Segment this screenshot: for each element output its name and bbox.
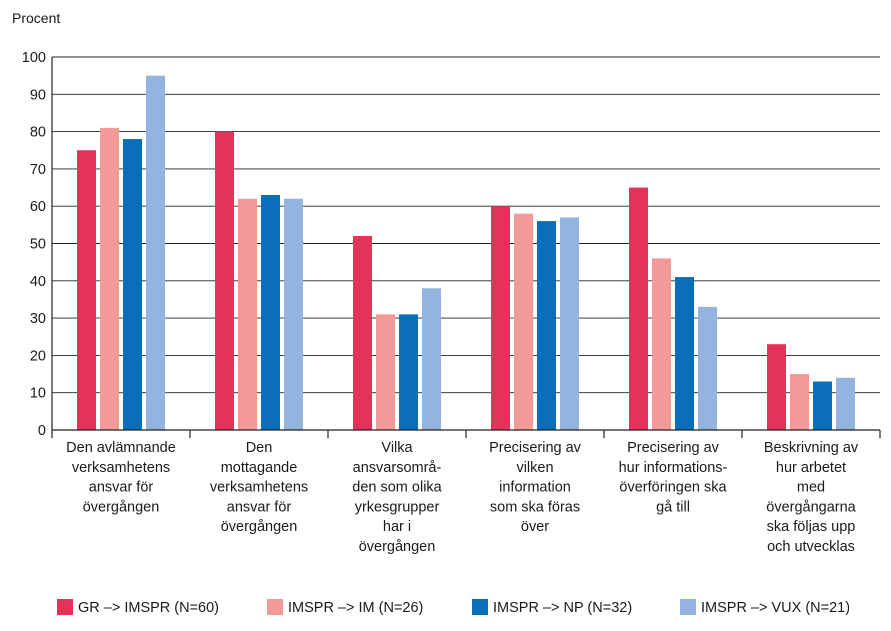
legend-label: GR –> IMSPR (N=60) — [78, 600, 219, 616]
bar — [514, 213, 533, 430]
y-tick-label: 0 — [38, 423, 46, 439]
category-label: Precisering av vilken information som ska f… — [489, 440, 582, 535]
y-tick-label: 50 — [30, 237, 46, 253]
bar — [261, 195, 280, 430]
legend: GR –> IMSPR (N=60) IMSPR –> IM (N=26) IMSP… — [57, 599, 850, 616]
category-labels: Den avlämnande verksamhetens ansvar för öve… — [66, 440, 859, 555]
bar — [353, 236, 372, 430]
bar — [77, 150, 96, 430]
bar — [560, 217, 579, 430]
y-tick-label: 100 — [22, 50, 46, 66]
axes — [51, 57, 881, 438]
bar — [675, 277, 694, 430]
bar — [422, 288, 441, 430]
bar — [284, 198, 303, 430]
bar — [652, 258, 671, 430]
y-tick-label: 10 — [30, 386, 46, 402]
y-tick-label: 20 — [30, 348, 46, 364]
bar — [813, 381, 832, 430]
legend-swatch — [57, 599, 73, 615]
bar — [629, 187, 648, 430]
y-unit-label: Procent — [12, 10, 60, 26]
bar — [238, 198, 257, 430]
legend-label: IMSPR –> IM (N=26) — [288, 600, 423, 616]
legend-swatch — [267, 599, 283, 615]
gridlines — [52, 56, 880, 394]
y-tick-labels: 0 10 20 30 40 50 60 70 80 90 100 — [22, 50, 46, 439]
legend-swatch — [472, 599, 488, 615]
category-label: Den mottagande verksamhetens ansvar för över… — [210, 440, 308, 535]
bar — [215, 131, 234, 430]
legend-swatch — [680, 599, 696, 615]
category-label: Vilka ansvarsområ-den som olika yrkesgrupp… — [352, 440, 442, 555]
bar — [100, 127, 119, 431]
y-tick-label: 60 — [30, 199, 46, 215]
y-tick-label: 40 — [30, 274, 46, 290]
y-tick-label: 90 — [30, 87, 46, 103]
bar — [836, 377, 855, 430]
bar — [537, 221, 556, 430]
category-label: Den avlämnande verksamhetens ansvar för öve… — [66, 440, 176, 515]
bar — [399, 314, 418, 430]
bars — [77, 75, 855, 431]
category-label: Beskrivning av hur arbetet med övergångarna… — [764, 440, 859, 555]
y-tick-label: 30 — [30, 311, 46, 327]
bar — [376, 314, 395, 430]
legend-label: IMSPR –> NP (N=32) — [493, 600, 632, 616]
legend-label: IMSPR –> VUX (N=21) — [701, 600, 850, 616]
bar — [146, 75, 165, 431]
bar — [698, 306, 717, 430]
bar — [491, 206, 510, 430]
bar — [123, 139, 142, 430]
category-label: Precisering av hur informations-överförin… — [619, 440, 728, 515]
y-tick-label: 80 — [30, 125, 46, 141]
y-tick-label: 70 — [30, 162, 46, 178]
bar — [790, 374, 809, 430]
bar — [767, 344, 786, 430]
